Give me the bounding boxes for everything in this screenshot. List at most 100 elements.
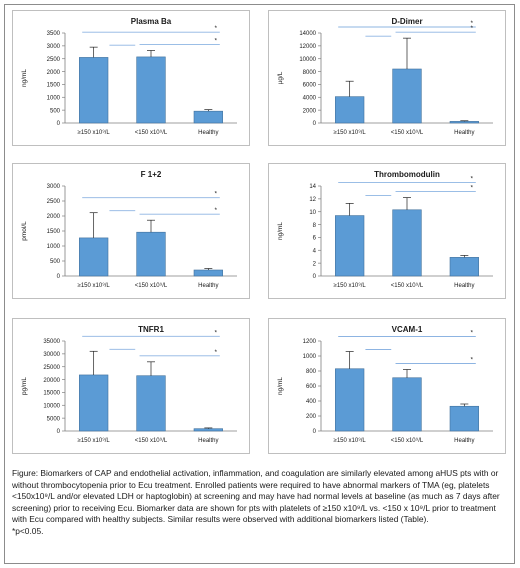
y-tick-label: 1000 [47,244,61,250]
x-tick-label: <150 x10⁹/L [391,282,424,289]
y-tick-label: 6000 [303,83,317,89]
bar [193,269,223,277]
chart-title: Plasma Ba [131,17,172,26]
y-tick-label: 0 [313,274,317,280]
y-tick-label: 2 [313,261,317,267]
caption-footnote: *p<0.05. [12,525,44,536]
y-tick-label: 8000 [303,70,317,76]
y-tick-label: 8 [313,223,317,229]
y-tick-label: 25000 [43,365,60,371]
bar [193,428,223,432]
x-tick-label: ≥150 x10⁹/L [334,437,367,444]
chart-title: F 1+2 [141,170,162,179]
bar [79,57,109,124]
significance-label: * [471,357,474,364]
y-tick-label: 200 [306,414,317,420]
y-axis-label: ng/mL [21,69,28,87]
chart-svg-3: Thrombomodulin ng/mL 0 2 4 6 8 10 12 14 ≥150 x10⁹/… [277,170,493,289]
y-tick-label: 10000 [299,57,316,63]
y-tick-label: 2000 [47,70,61,76]
y-tick-label: 800 [306,369,317,375]
bar [193,110,223,124]
y-tick-label: 10000 [43,403,60,409]
significance-label: * [215,37,218,44]
bar [136,231,166,277]
x-tick-label: Healthy [198,283,218,289]
figure-frame [4,4,515,564]
bar [449,405,479,432]
chart-svg-4: TNFR1 pg/mL 0 5000 10000 15000 20000 25000 30000… [21,325,237,444]
y-tick-label: 20000 [43,378,60,384]
y-tick-label: 12 [309,197,316,203]
x-tick-label: Healthy [198,130,218,136]
x-tick-label: Healthy [454,130,474,136]
significance-label: * [471,20,474,27]
y-tick-label: 15000 [43,391,60,397]
y-tick-label: 0 [313,121,317,127]
y-tick-label: 6 [313,236,317,242]
x-tick-label: <150 x10⁹/L [135,129,168,136]
chart-title: VCAM-1 [392,325,423,334]
significance-label: * [215,191,218,198]
significance-label: * [215,329,218,336]
y-tick-label: 0 [57,121,61,127]
chart-panel-d-dimer: D-Dimer µg/L 0 2000 4000 6000 8000 10000 12000 14… [268,10,506,146]
y-axis-label: ng/mL [277,377,284,395]
x-tick-label: ≥150 x10⁹/L [334,282,367,289]
y-tick-label: 4000 [303,95,317,101]
y-tick-label: 0 [313,429,317,435]
significance-label: * [471,330,474,337]
chart-title: Thrombomodulin [374,170,440,179]
x-tick-label: Healthy [454,283,474,289]
y-tick-label: 12000 [299,44,316,50]
y-tick-label: 2500 [47,199,61,205]
x-tick-label: <150 x10⁹/L [135,282,168,289]
y-tick-label: 14000 [299,31,316,37]
bar [392,209,422,277]
bar [449,257,479,277]
y-tick-label: 10 [309,210,316,216]
bar [392,68,422,124]
chart-svg-0: Plasma Ba ng/mL 0 500 1000 1500 2000 2500 3000 35… [21,17,237,136]
bar [392,377,422,432]
x-tick-label: <150 x10⁹/L [391,437,424,444]
chart-panel-f1-2: F 1+2 pmol/L 0 500 1000 1500 2000 2500 3000 ≥150 … [12,163,250,299]
y-axis-label: µg/L [277,71,284,84]
y-tick-label: 1200 [303,339,317,345]
x-tick-label: <150 x10⁹/L [391,129,424,136]
bar [136,56,166,124]
y-tick-label: 30000 [43,352,60,358]
significance-label: * [215,25,218,32]
y-tick-label: 5000 [47,416,61,422]
chart-panel-thrombomodulin: Thrombomodulin ng/mL 0 2 4 6 8 10 12 14 ≥150 x10⁹/… [268,163,506,299]
y-axis-label: pmol/L [21,221,28,241]
y-tick-label: 1000 [47,95,61,101]
bar [335,368,365,432]
y-tick-label: 3000 [47,184,61,190]
y-tick-label: 400 [306,399,317,405]
y-tick-label: 3000 [47,44,61,50]
y-tick-label: 1000 [303,354,317,360]
x-tick-label: Healthy [454,438,474,444]
chart-panel-plasma-ba: Plasma Ba ng/mL 0 500 1000 1500 2000 2500 3000 35… [12,10,250,146]
chart-title: D-Dimer [391,17,422,26]
x-tick-label: ≥150 x10⁹/L [334,129,367,136]
y-tick-label: 3500 [47,31,61,37]
y-tick-label: 2000 [47,214,61,220]
y-tick-label: 35000 [43,339,60,345]
y-tick-label: 4 [313,248,317,254]
bar [79,374,109,432]
significance-label: * [471,25,474,32]
bar [136,375,166,432]
bar [335,215,365,277]
bar [449,121,479,124]
caption-text: Figure: Biomarkers of CAP and endothelia… [12,468,500,525]
y-tick-label: 0 [57,274,61,280]
y-tick-label: 2500 [47,57,61,63]
significance-label: * [471,176,474,183]
y-tick-label: 0 [57,429,61,435]
figure-caption: Figure: Biomarkers of CAP and endothelia… [12,468,504,538]
y-tick-label: 1500 [47,83,61,89]
y-tick-label: 1500 [47,229,61,235]
x-tick-label: ≥150 x10⁹/L [78,437,111,444]
